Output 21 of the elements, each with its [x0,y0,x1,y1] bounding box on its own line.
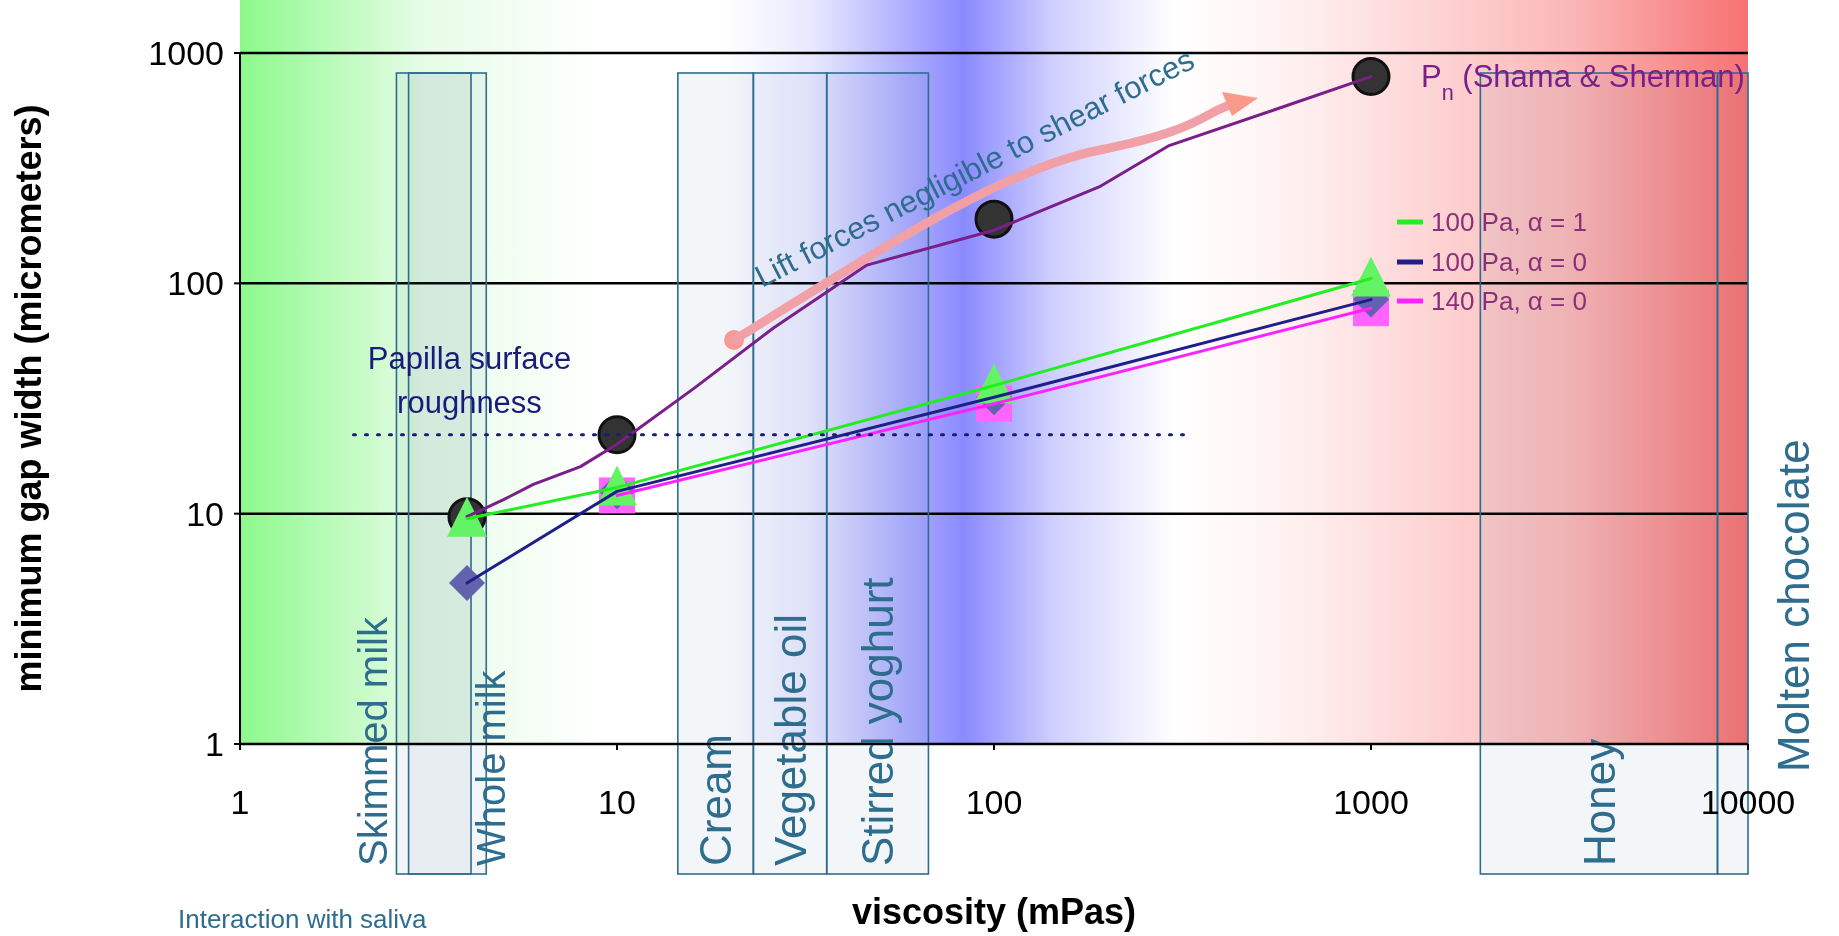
band-label: Stirred yoghurt [853,577,903,866]
band-label: Molten chocolate [1768,439,1818,772]
band-label: Cream [691,733,741,866]
text: Interaction with saliva [178,904,428,934]
y-tick-label: 100 [167,264,224,303]
band-label: Honey [1574,738,1624,866]
band-label: Vegetable oil [765,614,815,866]
x-tick-label: 10 [598,783,636,822]
band-label: Skimmed milk [350,616,395,866]
y-axis-title: minimum gap width (micrometers) [7,104,49,693]
y-tick-label: 1000 [148,34,224,73]
x-tick-label: 100 [965,783,1023,822]
x-tick-label: 1000 [1333,783,1409,822]
x-axis-title: viscosity (mPas) [851,891,1137,932]
band-label: Whole milk [468,669,513,866]
x-tick-label: 1 [230,783,250,822]
y-tick-label: 1 [205,725,224,764]
y-tick-label: 10 [186,494,224,533]
legend-label: 100 Pa, α = 0 [1431,247,1587,277]
legend-label: 140 Pa, α = 0 [1431,286,1587,316]
legend-label: 100 Pa, α = 1 [1431,207,1587,237]
